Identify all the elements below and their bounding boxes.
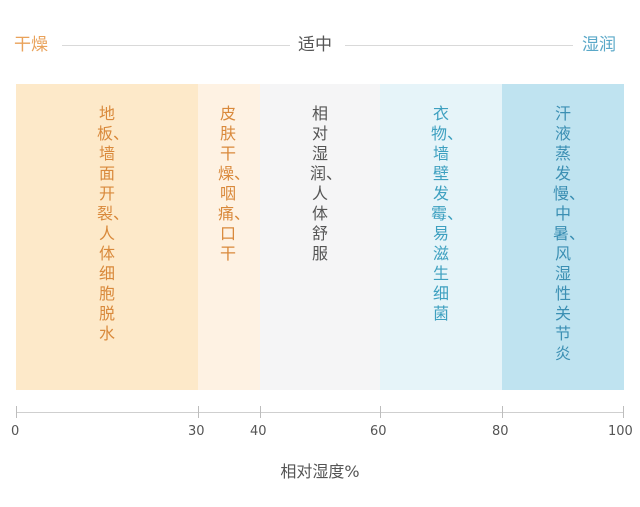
- tick-label-80: 80: [492, 424, 509, 439]
- zone-band-80-100: [502, 84, 624, 390]
- zone-text-40-60: 相对湿润、人体舒服: [310, 104, 343, 263]
- humid-label: 湿润: [582, 35, 616, 55]
- zone-text-0-30: 地板、墙面开裂、人体细胞脱水: [97, 104, 130, 343]
- zone-text-60-80: 衣物、墙壁发霉、易滋生细菌: [431, 104, 464, 323]
- tick-label-60: 60: [370, 424, 387, 439]
- tick-40: [260, 406, 261, 418]
- moderate-label: 适中: [298, 35, 332, 55]
- tick-label-100: 100: [608, 424, 633, 439]
- tick-label-0: 0: [11, 424, 20, 439]
- tick-60: [380, 406, 381, 418]
- tick-label-30: 30: [188, 424, 205, 439]
- tick-100: [623, 406, 624, 418]
- tick-80: [502, 406, 503, 418]
- zone-text-80-100: 汗液蒸发慢、中暑、风湿性关节炎: [553, 104, 586, 363]
- tick-label-40: 40: [250, 424, 267, 439]
- top-divider-left: [62, 45, 290, 46]
- zone-band-30-40: [198, 84, 260, 390]
- top-divider-right: [345, 45, 573, 46]
- dry-label: 干燥: [14, 35, 48, 55]
- zone-band-60-80: [380, 84, 502, 390]
- axis-title: 相对湿度%: [280, 462, 360, 481]
- zone-band-40-60: [260, 84, 380, 390]
- tick-30: [198, 406, 199, 418]
- zone-text-30-40: 皮肤干燥、咽痛、口干: [218, 104, 251, 263]
- tick-0: [16, 406, 17, 418]
- x-axis-line: [16, 412, 624, 413]
- zone-band-0-30: [16, 84, 198, 390]
